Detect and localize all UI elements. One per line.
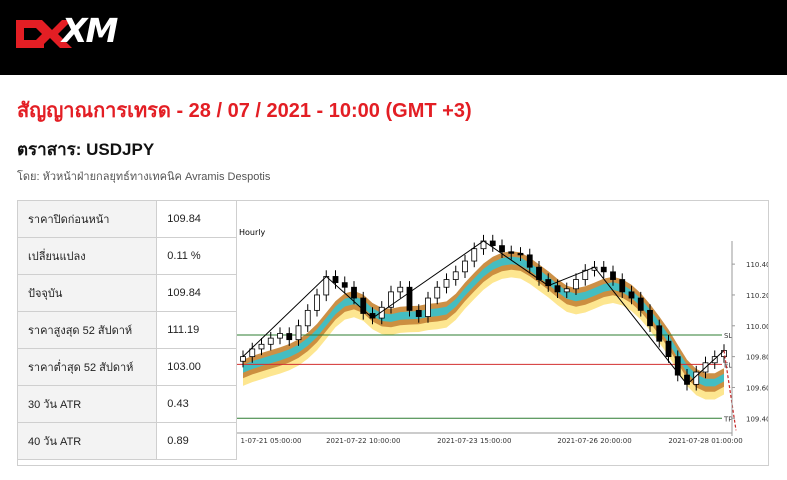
xm-logo[interactable] (14, 14, 134, 52)
table-row: ราคาต่ำสุด 52 สัปดาห์ 103.00 (16, 348, 237, 386)
candle-body (267, 337, 274, 345)
candle-body (554, 285, 561, 293)
candle-body (323, 276, 330, 296)
candle-body (415, 309, 422, 317)
x-tick-label: 2021-07-28 01:00:00 (668, 437, 742, 445)
candle-body (332, 276, 339, 284)
candle-body (665, 340, 672, 358)
instrument-heading: ตราสาร: USDJPY (17, 140, 155, 159)
y-tick-label: 109.40 (746, 415, 768, 423)
candle-body (517, 252, 524, 256)
chart-svg: Hourly SL EL TP 110.40 110.20 110.00 109.80 10… (237, 228, 771, 445)
level-label-tp: TP (723, 415, 733, 423)
x-tick-label: 2021-07-22 10:00:00 (326, 437, 400, 445)
y-tick-label: 109.80 (746, 354, 768, 362)
candle-body (610, 271, 616, 280)
candle-body (258, 343, 265, 350)
candle-body (249, 348, 256, 358)
stat-label: ราคาต่ำสุด 52 สัปดาห์ (16, 348, 158, 386)
y-tick-label: 109.60 (746, 384, 768, 392)
candle-body (452, 271, 459, 280)
candle-body (351, 286, 357, 299)
table-row: 30 วัน ATR 0.43 (16, 385, 237, 423)
candle-body (304, 309, 311, 327)
table-row: ปัจจุบัน 109.84 (16, 274, 237, 312)
stat-value: 0.89 (156, 422, 237, 460)
candle-body (277, 333, 283, 339)
x-tick-label: 2021-07-26 20:00:00 (557, 437, 631, 445)
candle-body (425, 297, 431, 317)
candle-body (489, 240, 496, 247)
y-tick-label: 110.00 (746, 323, 768, 331)
candle-body (388, 291, 394, 308)
candle-body (462, 260, 468, 273)
y-tick-label: 110.40 (746, 261, 768, 269)
x-tick-label: 2021-07-23 15:00:00 (437, 437, 511, 445)
candle-body (656, 325, 663, 342)
candle-body (360, 297, 367, 314)
candle-body (563, 288, 570, 293)
price-chart: Hourly SL EL TP 110.40 110.20 110.00 109.80 10… (237, 201, 771, 465)
candle-body (240, 356, 246, 362)
candle-body (434, 286, 441, 299)
stat-value: 111.19 (156, 311, 237, 349)
candle-body (443, 279, 450, 288)
candle-body (711, 356, 718, 364)
stats-table: ราคาปิดก่อนหน้า 109.84 เปลี่ยนแปลง 0.11 % … (16, 200, 237, 460)
candle-body (341, 282, 348, 288)
candle-body (619, 279, 626, 293)
level-label-sl: SL (724, 332, 732, 340)
table-row: 40 วัน ATR 0.89 (16, 422, 237, 460)
table-row: ราคาสูงสุด 52 สัปดาห์ 111.19 (16, 311, 237, 349)
page-title: สัญญาณการเทรด - 28 / 07 / 2021 - 10:00 (… (17, 100, 472, 122)
table-row: ราคาปิดก่อนหน้า 109.84 (16, 200, 237, 238)
stat-value: 109.84 (156, 274, 237, 312)
candle-body (378, 306, 385, 319)
candle-body (397, 286, 404, 293)
candle-body (647, 309, 653, 327)
candle-body (573, 279, 579, 290)
stat-label: 30 วัน ATR (16, 385, 158, 423)
x-tick-label: 1-07-21 05:00:00 (241, 437, 302, 445)
stat-label: ปัจจุบัน (16, 274, 158, 312)
candle-body (499, 245, 505, 253)
candle-body (471, 248, 478, 262)
level-label-el: EL (724, 361, 732, 369)
candle-body (406, 286, 413, 311)
candle-body (637, 297, 644, 311)
stat-value: 0.43 (156, 385, 237, 423)
table-row: เปลี่ยนแปลง 0.11 % (16, 237, 237, 275)
header-bar: XM (0, 0, 787, 75)
candle-body (295, 325, 302, 341)
stat-label: ราคาสูงสุด 52 สัปดาห์ (16, 311, 158, 349)
stat-label: ราคาปิดก่อนหน้า (16, 200, 158, 238)
zigzag-line (242, 240, 725, 386)
candle-body (508, 251, 515, 254)
candle-body (286, 333, 293, 341)
candle-body (526, 254, 533, 268)
candle-body (674, 356, 681, 376)
stat-label: เปลี่ยนแปลง (16, 237, 158, 275)
inner-band (243, 256, 724, 387)
candle-body (600, 266, 607, 273)
logo-wordmark: XM (62, 11, 118, 50)
author-line: โดย: หัวหน้าฝ่ายกลยุทธ์ทางเทคนิค Avramis… (17, 171, 271, 183)
timeframe-label: Hourly (239, 228, 265, 237)
y-tick-label: 110.20 (746, 292, 768, 300)
candle-body (628, 291, 635, 299)
candle-body (582, 269, 589, 280)
projection-arrow (723, 350, 737, 431)
stat-label: 40 วัน ATR (16, 422, 158, 460)
stat-value: 0.11 % (156, 237, 237, 275)
stat-value: 109.84 (156, 200, 237, 238)
candle-body (314, 294, 320, 311)
stat-value: 103.00 (156, 348, 237, 386)
candle-body (721, 350, 727, 358)
